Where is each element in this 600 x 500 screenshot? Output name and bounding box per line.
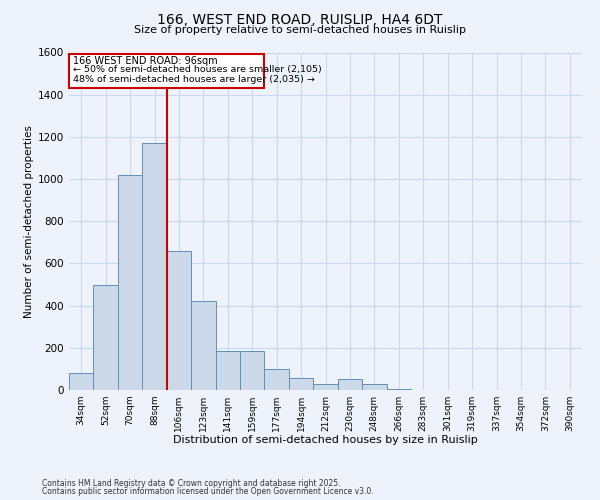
Bar xyxy=(118,175,142,390)
Text: Contains HM Land Registry data © Crown copyright and database right 2025.: Contains HM Land Registry data © Crown c… xyxy=(42,478,341,488)
FancyBboxPatch shape xyxy=(69,54,265,88)
Bar xyxy=(338,380,362,390)
Bar xyxy=(313,384,338,390)
Bar xyxy=(265,369,289,390)
Text: 166 WEST END ROAD: 96sqm: 166 WEST END ROAD: 96sqm xyxy=(73,56,217,66)
Bar xyxy=(215,351,240,390)
Bar xyxy=(191,302,215,390)
Text: Size of property relative to semi-detached houses in Ruislip: Size of property relative to semi-detach… xyxy=(134,25,466,35)
Text: ← 50% of semi-detached houses are smaller (2,105): ← 50% of semi-detached houses are smalle… xyxy=(73,65,322,74)
Text: Contains public sector information licensed under the Open Government Licence v3: Contains public sector information licen… xyxy=(42,487,374,496)
Bar xyxy=(94,284,118,390)
X-axis label: Distribution of semi-detached houses by size in Ruislip: Distribution of semi-detached houses by … xyxy=(173,436,478,446)
Text: 166, WEST END ROAD, RUISLIP, HA4 6DT: 166, WEST END ROAD, RUISLIP, HA4 6DT xyxy=(157,12,443,26)
Bar xyxy=(142,143,167,390)
Bar xyxy=(69,373,94,390)
Bar xyxy=(167,251,191,390)
Bar xyxy=(289,378,313,390)
Bar xyxy=(362,384,386,390)
Bar xyxy=(240,351,265,390)
Text: 48% of semi-detached houses are larger (2,035) →: 48% of semi-detached houses are larger (… xyxy=(73,74,314,84)
Bar xyxy=(386,389,411,390)
Y-axis label: Number of semi-detached properties: Number of semi-detached properties xyxy=(24,125,34,318)
